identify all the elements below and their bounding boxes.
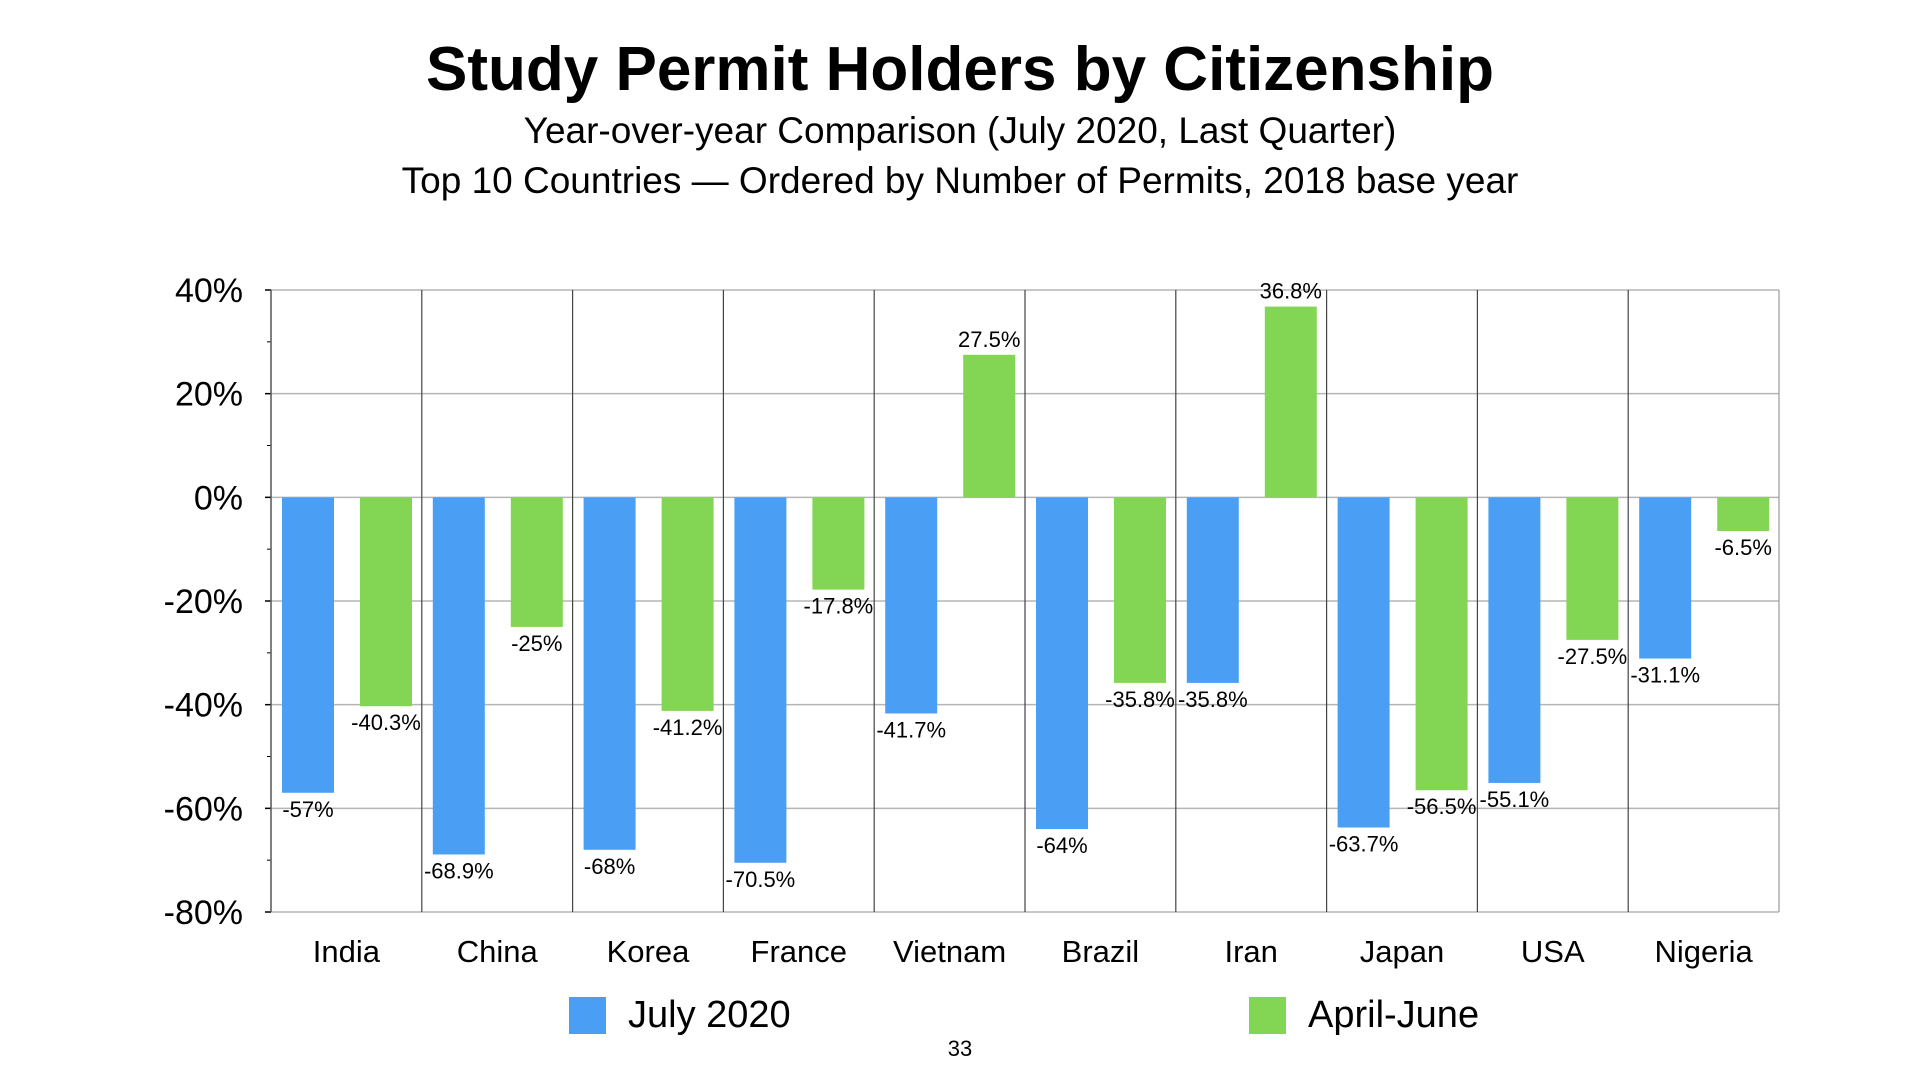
legend-item-april-june: April-June (1249, 994, 1480, 1037)
bar-july-2020 (583, 497, 636, 850)
data-label: -41.2% (653, 715, 723, 740)
chart-title: Study Permit Holders by Citizenship (426, 35, 1494, 104)
data-label: -31.1% (1630, 663, 1700, 688)
data-label: -68.9% (424, 858, 494, 883)
bar-july-2020 (1639, 497, 1692, 659)
x-tick-label: India (313, 934, 381, 969)
y-tick-label: 20% (175, 376, 243, 414)
data-label: -17.8% (804, 594, 874, 619)
bar-july-2020 (282, 497, 334, 793)
y-tick-label: -40% (164, 687, 243, 725)
data-label: -70.5% (726, 867, 796, 892)
bar-april-june (1566, 497, 1619, 640)
data-label: -56.5% (1407, 794, 1477, 819)
data-label: -25% (511, 631, 562, 656)
bar-july-2020 (885, 497, 938, 714)
bar-july-2020 (734, 497, 787, 863)
bar-july-2020 (1488, 497, 1541, 783)
x-tick-label: Korea (607, 934, 690, 969)
bar-july-2020 (1337, 497, 1390, 828)
data-label: -55.1% (1480, 787, 1550, 812)
y-tick-label: -60% (164, 790, 243, 828)
bar-july-2020 (1036, 497, 1088, 830)
bar-april-june (661, 497, 714, 711)
page-number: 33 (947, 1036, 973, 1061)
legend-label: April-June (1308, 994, 1480, 1036)
chart-subtitle: Year-over-year Comparison (July 2020, La… (523, 110, 1397, 151)
legend-swatch-july-2020 (569, 997, 606, 1035)
x-tick-label: Vietnam (893, 934, 1006, 969)
legend-label: July 2020 (628, 994, 791, 1036)
data-label: -64% (1036, 833, 1087, 858)
data-label: -27.5% (1558, 644, 1628, 669)
data-label: -41.7% (876, 717, 946, 742)
bar-april-june (1114, 497, 1166, 683)
data-label: 36.8% (1260, 279, 1322, 304)
x-tick-label: Brazil (1062, 934, 1140, 969)
y-tick-label: -20% (164, 583, 243, 621)
x-tick-label: France (751, 934, 847, 969)
data-label: -40.3% (351, 710, 421, 735)
x-tick-label: Nigeria (1654, 934, 1753, 969)
y-tick-label: 0% (194, 479, 243, 517)
data-label: -6.5% (1714, 535, 1771, 560)
bar-april-june (510, 497, 563, 627)
bar-july-2020 (432, 497, 485, 855)
bar-april-june (360, 497, 412, 707)
legend-item-july-2020: July 2020 (569, 994, 791, 1037)
x-tick-label: Iran (1224, 934, 1277, 969)
bar-chart: 40% 20% 0% -20% -40% -60% -80% -57% -40.3% India -… (164, 272, 1780, 969)
chart-subtitle-2: Top 10 Countries — Ordered by Number of … (401, 160, 1519, 201)
legend-swatch-april-june (1249, 997, 1286, 1035)
y-tick-label: -80% (164, 894, 243, 932)
data-label: -68% (584, 854, 635, 879)
data-label: -35.8% (1105, 687, 1175, 712)
bar-april-june (1415, 497, 1468, 791)
bar-april-june (812, 497, 865, 590)
bar-april-june (963, 354, 1016, 498)
bar-april-june (1264, 306, 1317, 498)
data-label: -63.7% (1329, 832, 1399, 857)
bar-july-2020 (1186, 497, 1239, 683)
x-tick-label: Japan (1360, 934, 1444, 969)
data-label: -57% (282, 797, 333, 822)
bar-april-june (1717, 497, 1770, 532)
data-label: -35.8% (1178, 687, 1248, 712)
data-label: 27.5% (958, 327, 1020, 352)
x-tick-label: China (457, 934, 539, 969)
y-tick-label: 40% (175, 272, 243, 310)
x-tick-label: USA (1521, 934, 1585, 969)
